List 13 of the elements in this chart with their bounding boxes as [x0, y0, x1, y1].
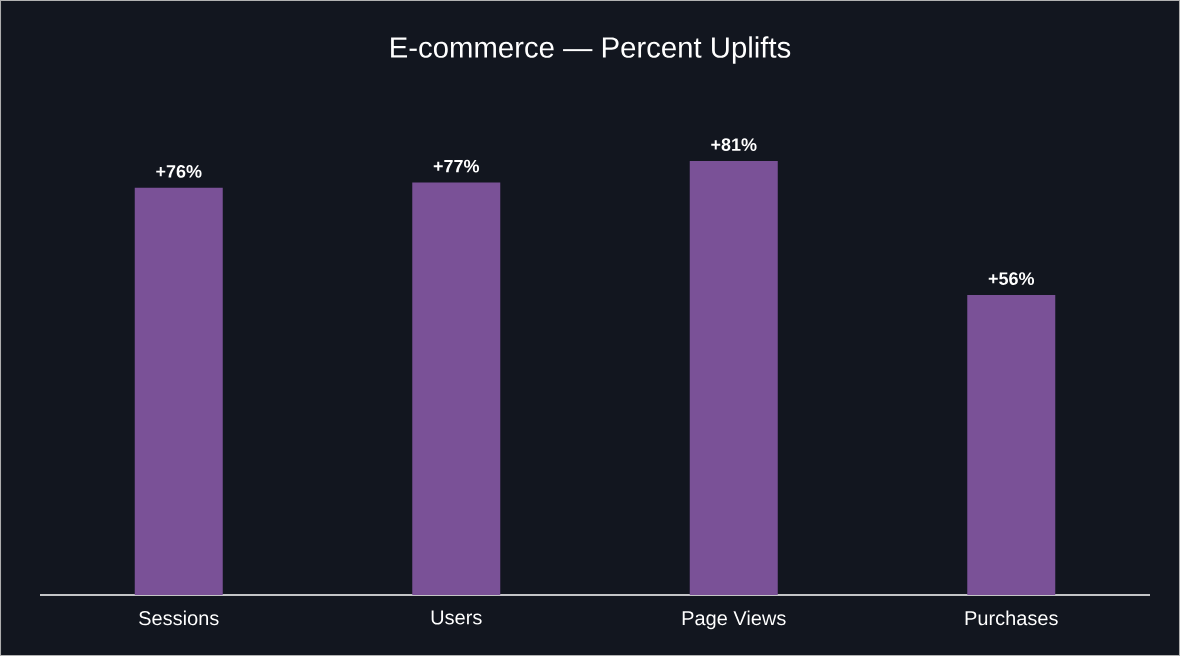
bar	[689, 161, 778, 595]
bar	[967, 294, 1056, 595]
x-tick-label: Sessions	[139, 610, 219, 626]
data-label: +77%	[433, 159, 480, 173]
data-label: +76%	[156, 165, 202, 178]
bar	[412, 182, 501, 595]
data-label: +56%	[988, 272, 1035, 285]
chart-title: E-commerce — Percent Uplifts	[391, 36, 791, 64]
bar	[134, 187, 223, 595]
x-tick-label: Users	[431, 610, 482, 625]
x-tick-label: Page Views	[682, 610, 786, 630]
x-tick-label: Purchases	[965, 610, 1058, 626]
data-label: +81%	[711, 138, 757, 151]
